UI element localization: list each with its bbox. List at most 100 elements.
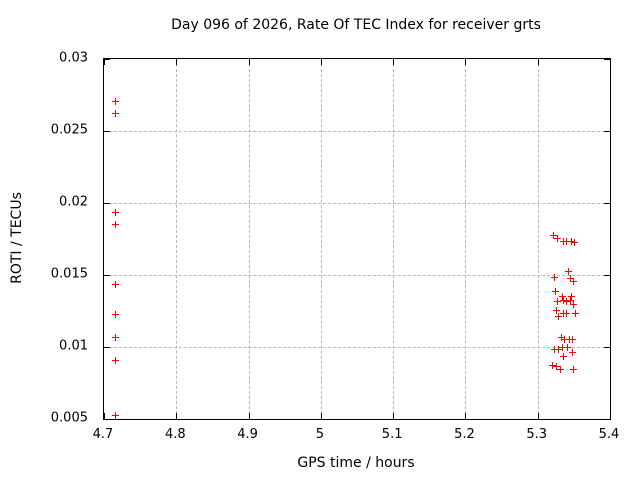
x-tick-mark — [176, 413, 178, 419]
data-point-plus-marker — [564, 268, 572, 276]
data-point-plus-marker — [111, 220, 119, 228]
y-tick-mark — [604, 275, 610, 276]
y-tick-mark — [104, 419, 110, 420]
x-tick-label: 5.1 — [381, 427, 403, 442]
x-tick-mark — [610, 413, 611, 419]
data-point-plus-marker — [551, 345, 559, 353]
plot-area — [103, 58, 611, 420]
y-tick-mark — [104, 275, 110, 276]
x-tick-mark — [465, 59, 467, 65]
data-point-plus-marker — [559, 344, 566, 352]
data-point-plus-marker — [111, 334, 119, 342]
grid-line-vertical — [320, 59, 322, 419]
x-tick-label: 4.9 — [237, 427, 258, 442]
data-point-plus-marker — [560, 353, 568, 361]
y-tick-label: 0.02 — [59, 194, 88, 210]
y-tick-mark — [104, 203, 110, 204]
x-tick-mark — [320, 59, 322, 65]
data-point-plus-marker — [566, 296, 574, 304]
data-point-plus-marker — [559, 309, 567, 317]
y-tick-mark — [604, 131, 610, 132]
y-tick-mark — [604, 347, 610, 348]
data-point-plus-marker — [555, 312, 563, 320]
data-point-plus-marker — [552, 307, 560, 314]
data-point-plus-marker — [559, 296, 567, 304]
x-tick-mark — [610, 59, 611, 65]
data-point-plus-marker — [569, 366, 577, 374]
y-tick-label: 0.03 — [59, 50, 88, 66]
x-tick-mark — [176, 59, 178, 65]
x-axis-label: GPS time / hours — [297, 455, 415, 471]
y-tick-mark — [104, 131, 110, 132]
data-point-plus-marker — [557, 334, 565, 342]
x-tick-mark — [248, 413, 250, 419]
data-point-plus-marker — [569, 278, 577, 286]
data-point-plus-marker — [553, 235, 561, 242]
x-tick-mark — [104, 413, 105, 419]
data-point-plus-marker — [564, 344, 572, 352]
x-tick-label: 5.3 — [526, 427, 548, 442]
data-point-plus-marker — [569, 301, 577, 309]
y-tick-label: 0.015 — [50, 266, 88, 282]
data-point-plus-marker — [111, 109, 119, 117]
data-point-plus-marker — [111, 209, 119, 217]
x-tick-mark — [393, 413, 395, 419]
y-tick-label: 0.005 — [50, 410, 88, 426]
data-point-plus-marker — [551, 273, 559, 281]
data-point-plus-marker — [556, 366, 564, 374]
grid-line-horizontal — [104, 203, 610, 204]
data-point-plus-marker — [563, 237, 571, 245]
data-point-plus-marker — [572, 309, 580, 317]
grid-line-vertical — [393, 59, 395, 419]
data-point-plus-marker — [565, 335, 573, 343]
y-tick-mark — [104, 59, 110, 60]
grid-line-vertical — [537, 59, 539, 419]
data-point-plus-marker — [561, 335, 569, 343]
x-tick-label: 5 — [315, 427, 324, 442]
grid-line-vertical — [465, 59, 467, 419]
data-point-plus-marker — [569, 348, 577, 356]
x-tick-label: 5.2 — [454, 427, 475, 442]
grid-line-horizontal — [104, 275, 610, 276]
data-point-plus-marker — [554, 345, 562, 353]
data-point-plus-marker — [571, 239, 579, 247]
data-point-plus-marker — [111, 281, 119, 289]
data-point-plus-marker — [548, 361, 556, 369]
y-tick-label: 0.01 — [59, 338, 88, 354]
y-tick-mark — [604, 203, 610, 204]
data-point-plus-marker — [568, 292, 576, 300]
y-tick-mark — [604, 419, 610, 420]
y-tick-label: 0.025 — [50, 122, 88, 138]
grid-line-vertical — [176, 59, 178, 419]
x-tick-mark — [537, 413, 539, 419]
x-tick-mark — [393, 59, 395, 65]
data-point-plus-marker — [566, 275, 574, 283]
grid-line-vertical — [248, 59, 250, 419]
data-point-plus-marker — [111, 311, 119, 319]
data-point-plus-marker — [553, 298, 561, 306]
x-tick-mark — [104, 59, 105, 65]
x-tick-label: 5.4 — [598, 427, 620, 442]
data-point-plus-marker — [559, 237, 567, 245]
chart-title: Day 096 of 2026, Rate Of TEC Index for r… — [171, 17, 541, 33]
x-tick-mark — [465, 413, 467, 419]
data-point-plus-marker — [567, 237, 575, 245]
x-tick-label: 4.8 — [164, 427, 186, 442]
x-tick-mark — [248, 59, 250, 65]
x-tick-label: 4.7 — [92, 427, 114, 442]
y-tick-mark — [604, 59, 610, 60]
data-point-plus-marker — [559, 292, 566, 300]
y-tick-mark — [104, 347, 110, 348]
data-point-plus-marker — [563, 298, 571, 306]
data-point-plus-marker — [111, 357, 119, 365]
x-tick-mark — [320, 413, 322, 419]
data-point-plus-marker — [111, 412, 119, 420]
data-point-plus-marker — [551, 288, 559, 296]
data-point-plus-marker — [563, 309, 571, 317]
data-point-plus-marker — [569, 335, 577, 343]
x-tick-mark — [537, 59, 539, 65]
grid-line-horizontal — [104, 347, 610, 348]
grid-line-horizontal — [104, 131, 610, 132]
data-point-plus-marker — [549, 232, 557, 240]
